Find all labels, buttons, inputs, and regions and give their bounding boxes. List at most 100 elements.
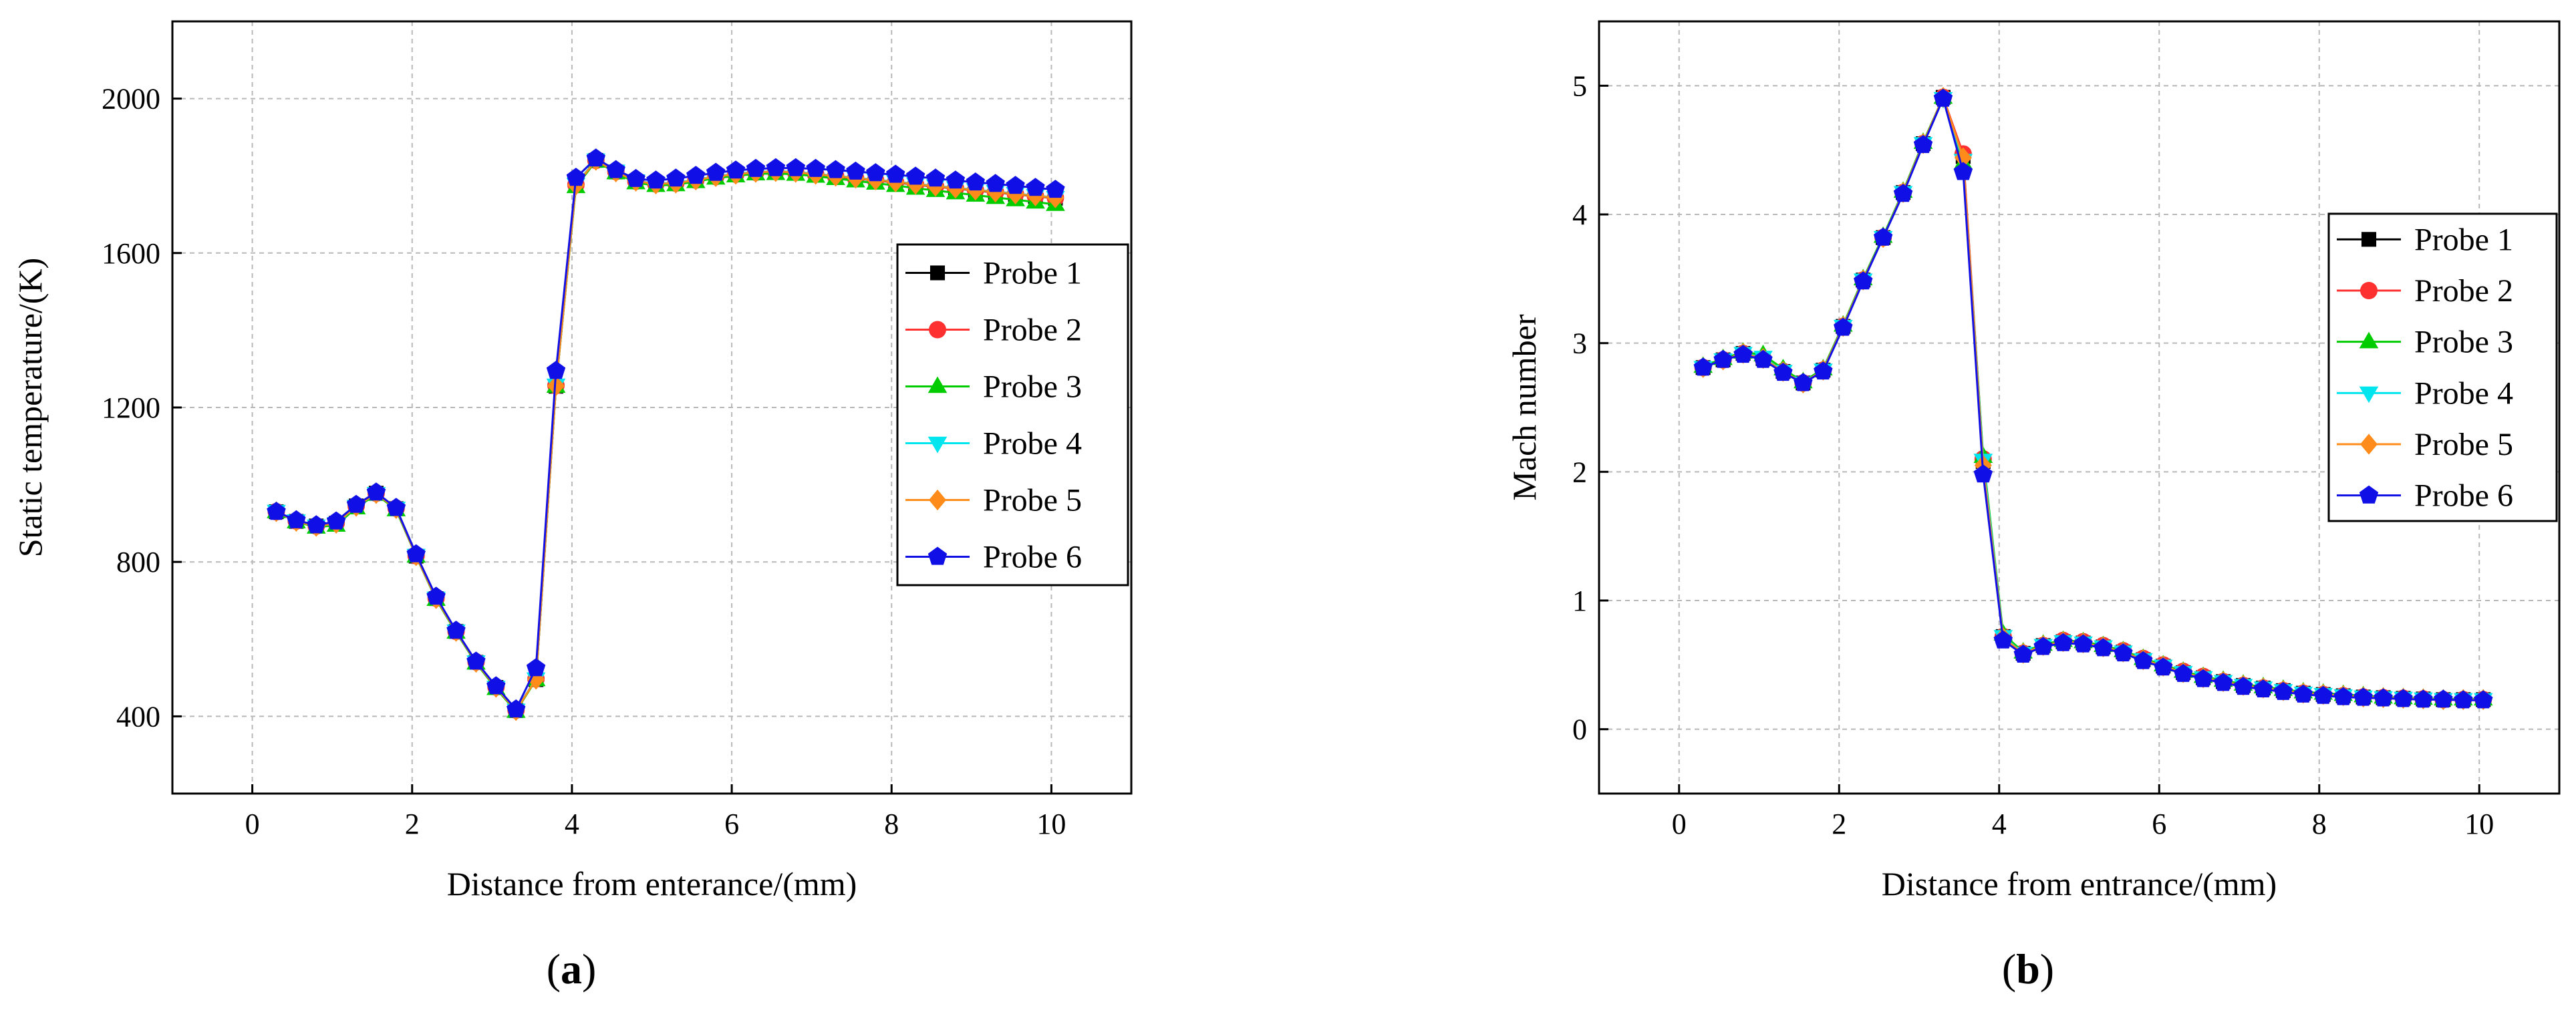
data-point [2053, 633, 2073, 651]
data-point [2353, 687, 2373, 706]
data-point [267, 502, 286, 520]
data-point [2114, 643, 2133, 662]
data-point [2394, 689, 2413, 707]
legend-box [2327, 212, 2558, 522]
legend-box [896, 243, 1129, 586]
series-probe-6 [267, 148, 1065, 718]
legend-item: Probe 2 [905, 313, 1082, 348]
legend-label: Probe 3 [983, 369, 1082, 405]
legend: Probe 1 Probe 2 Probe 3 Probe 4 Probe 5 Probe… [896, 243, 1129, 586]
y-tick-label: 2 [1572, 456, 1587, 488]
legend-marker [2359, 386, 2379, 403]
y-axis-title: Static temperature/(K) [11, 258, 49, 557]
legend-marker [2360, 282, 2378, 299]
x-tick-label: 8 [2312, 808, 2327, 840]
data-point [2073, 634, 2093, 653]
data-point [846, 161, 865, 180]
data-point [2174, 663, 2193, 682]
data-point [966, 172, 985, 191]
y-tick-label: 1 [1572, 584, 1587, 617]
data-point [1893, 184, 1913, 202]
data-point [586, 148, 605, 167]
data-point [1046, 180, 1065, 198]
y-tick-label: 0 [1572, 713, 1587, 746]
data-point [2134, 651, 2153, 669]
panel-label-b: (b) [2002, 945, 2054, 993]
data-point [2094, 638, 2113, 657]
legend-item: Probe 4 [2337, 375, 2513, 411]
legend-label: Probe 2 [983, 313, 1082, 348]
panel-label-b-letter: b [2016, 945, 2040, 993]
y-tick-label: 400 [116, 700, 160, 733]
legend-marker [927, 376, 948, 393]
legend-item: Probe 2 [2337, 273, 2513, 309]
data-point [2193, 669, 2213, 687]
legend-marker [927, 546, 948, 565]
data-point [1026, 178, 1045, 196]
x-tick-label: 0 [245, 808, 260, 840]
legend-item: Probe 5 [2337, 427, 2513, 462]
data-point [826, 160, 845, 178]
data-point [426, 586, 446, 605]
data-point [2313, 685, 2333, 704]
data-point [2013, 645, 2033, 663]
grid [1599, 21, 2559, 794]
panel-label-b-open: ( [2002, 945, 2016, 993]
data-point [466, 651, 486, 670]
data-point [706, 162, 726, 181]
legend: Probe 1 Probe 2 Probe 3 Probe 4 Probe 5 Probe… [2327, 212, 2558, 522]
x-tick-label: 2 [1832, 808, 1846, 840]
data-point [346, 494, 366, 513]
panel-label-a-letter: a [561, 945, 582, 993]
legend-marker [929, 489, 946, 511]
y-tick-label: 4 [1572, 198, 1587, 231]
data-point [1834, 317, 1853, 336]
legend-label: Probe 1 [2414, 222, 2513, 257]
data-point [507, 699, 526, 718]
x-tick-label: 8 [884, 808, 899, 840]
legend-label: Probe 1 [983, 256, 1082, 291]
data-point [1854, 271, 1873, 290]
data-point [986, 174, 1005, 192]
data-point [2293, 684, 2313, 703]
data-point [1794, 373, 1813, 391]
data-point [1993, 630, 2013, 649]
data-point [866, 163, 885, 182]
legend-marker [2359, 331, 2379, 349]
panel-label-b-close: ) [2040, 945, 2054, 993]
series-group [1693, 87, 2493, 710]
data-point [2233, 677, 2253, 695]
data-point [1933, 88, 1953, 107]
data-point [2434, 689, 2453, 708]
data-point [1693, 357, 1713, 376]
series-probe-6 [1693, 88, 2493, 709]
data-point [1713, 349, 1733, 368]
legend-marker [2359, 485, 2379, 504]
data-point [606, 160, 625, 178]
series-line [1703, 96, 2484, 701]
data-point [566, 168, 586, 186]
y-tick-label: 2000 [102, 83, 160, 116]
data-point [886, 164, 905, 183]
data-point [946, 170, 966, 189]
data-point [1753, 349, 1773, 368]
legend-item: Probe 3 [905, 369, 1082, 405]
legend-label: Probe 4 [2414, 375, 2513, 411]
data-point [287, 510, 306, 528]
y-axis-title: Mach number [1506, 314, 1543, 500]
x-tick-label: 2 [405, 808, 420, 840]
data-point [366, 482, 386, 501]
legend-item: Probe 1 [905, 256, 1082, 291]
y-tick-label: 5 [1572, 69, 1587, 102]
y-tick-label: 3 [1572, 327, 1587, 360]
data-point [326, 511, 346, 530]
x-tick-label: 6 [2152, 808, 2166, 840]
legend-item: Probe 6 [905, 540, 1082, 575]
data-point [1733, 345, 1753, 363]
data-point [546, 361, 566, 379]
data-point [1953, 162, 1973, 180]
legend-marker [929, 321, 946, 339]
x-tick-label: 0 [1672, 808, 1687, 840]
